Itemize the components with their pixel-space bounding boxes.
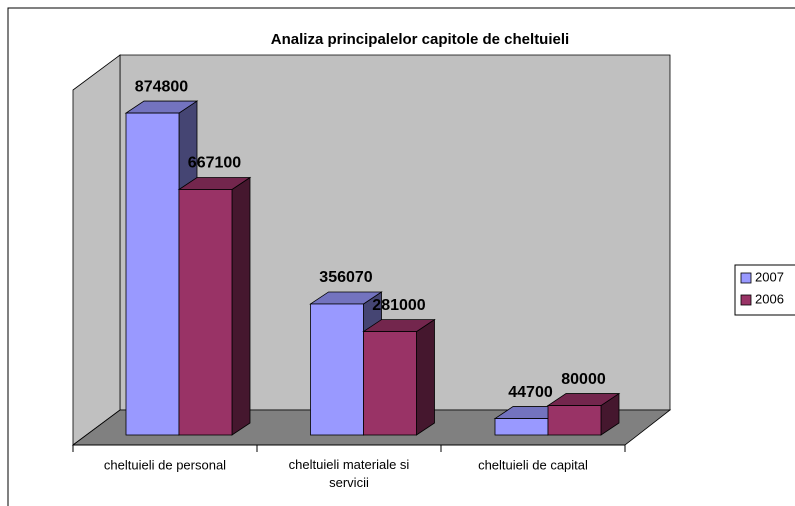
data-label: 874800	[135, 78, 188, 95]
bar	[362, 318, 436, 436]
bar-front	[310, 303, 364, 436]
legend-swatch	[740, 294, 752, 306]
data-label: 667100	[188, 155, 241, 172]
side-wall	[72, 54, 121, 446]
data-label: 44700	[508, 384, 553, 401]
data-label: 356070	[319, 269, 372, 286]
data-label: 80000	[561, 371, 606, 388]
data-label: 281000	[372, 297, 425, 314]
chart-title: Analiza principalelor capitole de cheltu…	[271, 31, 569, 48]
bar-front	[125, 112, 180, 436]
bar-front	[178, 189, 233, 436]
bar	[177, 176, 252, 436]
bar-front	[547, 405, 602, 436]
x-tick-label: cheltuieli materiale si servicii	[289, 457, 410, 490]
legend-label: 2007	[755, 269, 784, 284]
bar-front	[363, 331, 417, 436]
legend-label: 2006	[755, 291, 784, 306]
legend: 2007 2006	[734, 264, 795, 316]
legend-swatch	[740, 272, 752, 284]
bar-side	[416, 318, 435, 436]
bar	[546, 392, 621, 436]
bar-front	[494, 418, 549, 436]
x-tick-label: cheltuieli de personal	[104, 457, 226, 472]
x-tick-label: cheltuieli de capital	[478, 457, 588, 472]
bar-side	[231, 176, 251, 436]
